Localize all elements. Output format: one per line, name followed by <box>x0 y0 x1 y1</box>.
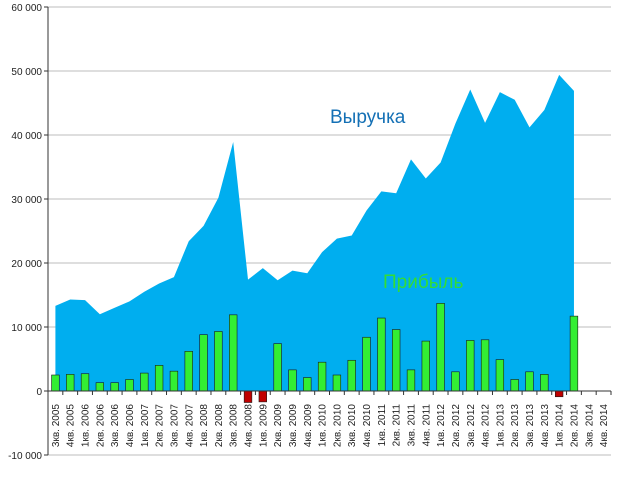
x-tick-label: 2кв. 2011 <box>392 404 403 447</box>
y-tick-label: 20 000 <box>11 259 42 270</box>
series-label-profit: Прибыль <box>383 272 463 293</box>
revenue-area-layer <box>55 74 574 391</box>
x-tick-label: 4кв. 2007 <box>184 404 195 447</box>
x-tick-label: 2кв. 2008 <box>214 404 225 447</box>
x-tick-label: 3кв. 2010 <box>347 404 358 447</box>
profit-bar <box>199 334 208 392</box>
profit-bar <box>258 390 267 403</box>
profit-bar <box>214 331 223 392</box>
x-tick-labels: 3кв. 2005 4кв. 2005 1кв. 2006 2кв. 2006 3кв.… <box>51 404 610 447</box>
profit-bar <box>273 343 282 392</box>
x-tick-label: 3кв. 2009 <box>288 404 299 447</box>
x-tick-label: 1кв. 2012 <box>436 404 447 447</box>
profit-bar <box>525 371 534 392</box>
profit-bar <box>303 377 312 392</box>
x-tick-label: 2кв. 2006 <box>95 404 106 447</box>
profit-bar <box>51 374 60 392</box>
x-tick-label: 2кв. 2014 <box>569 404 580 447</box>
x-tick-label: 4кв. 2005 <box>66 404 77 447</box>
y-tick-labels: -10 000 0 10 000 20 000 30 000 40 000 50 000 60… <box>8 3 42 462</box>
y-tick-label: 40 000 <box>11 131 42 142</box>
x-tick-label: 3кв. 2011 <box>406 404 417 447</box>
x-tick-label: 1кв. 2011 <box>377 404 388 447</box>
x-tick-label: 2кв. 2012 <box>451 404 462 447</box>
x-tick-label: 4кв. 2006 <box>125 404 136 447</box>
profit-bar <box>421 340 430 392</box>
profit-bar <box>540 374 549 392</box>
profit-bar <box>229 314 238 392</box>
x-tick-label: 1кв. 2006 <box>81 404 92 447</box>
x-tick-label: 2кв. 2007 <box>155 404 166 447</box>
profit-bar <box>110 382 119 392</box>
profit-bar <box>554 390 564 398</box>
y-tick-label: -10 000 <box>8 451 42 462</box>
profit-bar <box>362 336 371 392</box>
profit-bar <box>140 372 149 392</box>
profit-bar <box>332 374 342 392</box>
profit-bar <box>392 329 401 392</box>
x-tick-label: 3кв. 2014 <box>584 404 595 447</box>
profit-bar <box>510 379 519 392</box>
y-tick-label: 0 <box>36 387 42 398</box>
x-tick-label: 3кв. 2008 <box>229 404 240 447</box>
profit-bar <box>495 359 505 392</box>
x-tick-label: 2кв. 2013 <box>510 404 521 447</box>
x-tick-label: 2кв. 2009 <box>273 404 284 447</box>
x-tick-label: 3кв. 2007 <box>169 404 180 447</box>
x-tick-label: 4кв. 2012 <box>481 404 492 447</box>
profit-bar <box>154 365 164 392</box>
profit-bar <box>466 340 475 392</box>
y-tick-label: 10 000 <box>11 323 42 334</box>
profit-bar <box>169 370 179 392</box>
x-tick-label: 1кв. 2014 <box>555 404 566 447</box>
x-tick-label: 1кв. 2010 <box>318 404 329 447</box>
y-tick-label: 50 000 <box>11 67 42 78</box>
x-tick-label: 4кв. 2009 <box>303 404 314 447</box>
y-tick-label: 30 000 <box>11 195 42 206</box>
profit-bar <box>317 361 327 392</box>
x-tick-label: 4кв. 2014 <box>599 404 610 447</box>
profit-bar <box>451 371 460 392</box>
x-tick-label: 4кв. 2011 <box>421 404 432 447</box>
profit-bar <box>184 351 193 392</box>
profit-bar <box>377 317 386 392</box>
series-label-revenue: Выручка <box>330 107 406 128</box>
x-tick-label: 4кв. 2010 <box>362 404 373 447</box>
profit-bar <box>125 379 134 392</box>
profit-bar <box>406 369 416 392</box>
axes <box>44 6 612 456</box>
x-tick-label: 3кв. 2005 <box>51 404 62 447</box>
profit-bars-layer <box>51 303 579 403</box>
x-tick-label: 2кв. 2010 <box>332 404 343 447</box>
profit-bar <box>569 315 579 392</box>
x-tick-label: 1кв. 2013 <box>495 404 506 447</box>
profit-bar <box>243 390 253 403</box>
y-tick-label: 60 000 <box>11 3 42 14</box>
profit-bar <box>288 369 297 392</box>
x-tick-label: 3кв. 2006 <box>110 404 121 447</box>
profit-bar <box>480 339 490 392</box>
x-tick-label: 1кв. 2007 <box>140 404 151 447</box>
x-tick-label: 4кв. 2008 <box>244 404 255 447</box>
profit-bar <box>80 373 90 392</box>
x-tick-label: 3кв. 2013 <box>525 404 536 447</box>
profit-bar <box>347 359 356 392</box>
profit-bar <box>66 374 75 392</box>
x-tick-label: 1кв. 2009 <box>258 404 269 447</box>
x-tick-label: 1кв. 2008 <box>199 404 210 447</box>
x-tick-label: 3кв. 2012 <box>466 404 477 447</box>
profit-bar <box>436 303 445 392</box>
revenue-area <box>55 74 574 391</box>
profit-bar <box>95 382 105 392</box>
x-tick-label: 4кв. 2013 <box>540 404 551 447</box>
